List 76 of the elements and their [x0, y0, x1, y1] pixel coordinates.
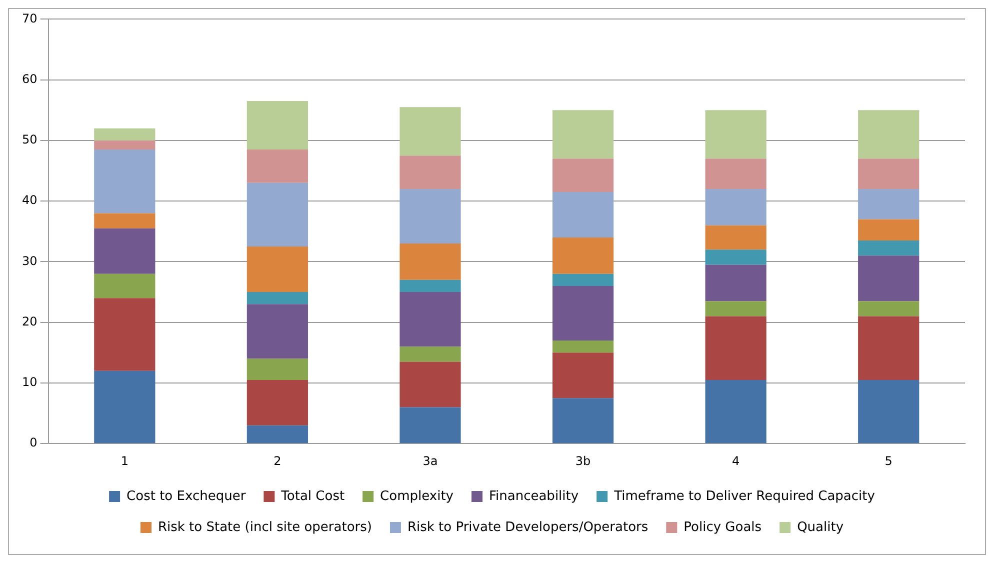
bar: [94, 274, 156, 298]
legend-label: Total Cost: [280, 488, 345, 504]
bar: [94, 370, 156, 444]
bar: [858, 240, 920, 256]
bar: [400, 280, 461, 292]
y-tick-label: 0: [30, 436, 38, 450]
bar: [858, 188, 920, 220]
bar: [246, 380, 308, 426]
bar: [400, 244, 461, 280]
x-tick-label: 3a: [422, 454, 438, 468]
x-tick-label: 5: [884, 454, 892, 468]
bar: [858, 158, 920, 189]
y-tick-label: 40: [22, 193, 38, 208]
bar: [552, 192, 614, 238]
bar: [400, 188, 461, 244]
bar: [552, 398, 614, 444]
bar: [400, 292, 461, 347]
bar: [94, 140, 156, 150]
bar: [705, 380, 766, 444]
bar: [705, 250, 766, 265]
legend-label: Complexity: [380, 488, 454, 504]
bar: [705, 264, 766, 302]
y-tick-label: 30: [22, 254, 38, 268]
legend-label: Policy Goals: [684, 520, 762, 535]
bar: [246, 101, 308, 150]
bar: [858, 301, 920, 316]
legend-label: Quality: [797, 520, 844, 535]
bar: [858, 110, 920, 159]
bar: [705, 158, 766, 189]
bar: [94, 150, 156, 214]
bar: [246, 292, 308, 304]
bar: [400, 156, 461, 189]
bar: [552, 352, 614, 398]
x-tick-label: 4: [732, 454, 740, 468]
bar: [552, 110, 614, 159]
bar: [400, 407, 461, 444]
bar: [400, 107, 461, 156]
bar: [246, 425, 308, 444]
legend-label: Risk to Private Developers/Operators: [407, 520, 648, 535]
bar: [552, 237, 614, 274]
bar: [400, 346, 461, 362]
bar: [552, 158, 614, 192]
legend-label: Risk to State (incl site operators): [158, 520, 372, 535]
bar: [705, 110, 766, 159]
bar: [858, 256, 920, 302]
x-tick-label: 1: [120, 454, 128, 468]
bar: [705, 316, 766, 380]
bar: [552, 286, 614, 341]
legend-label: Timeframe to Deliver Required Capacity: [613, 488, 876, 504]
bar: [94, 128, 156, 140]
x-tick-label: 2: [274, 454, 282, 468]
bar: [705, 301, 766, 316]
bar: [246, 246, 308, 292]
bar: [705, 225, 766, 250]
y-tick-label: 50: [22, 132, 38, 147]
bar: [858, 316, 920, 380]
bar: [858, 219, 920, 240]
y-tick-label: 70: [22, 11, 38, 26]
legend-label: Financeability: [488, 488, 579, 504]
bar: [552, 340, 614, 353]
legend-label: Cost to Exchequer: [126, 488, 246, 504]
bar: [246, 182, 308, 247]
bar: [246, 358, 308, 380]
bar: [246, 150, 308, 183]
bar: [94, 228, 156, 274]
bar: [94, 298, 156, 371]
bar: [94, 213, 156, 228]
bar: [552, 274, 614, 286]
x-tick-label: 3b: [575, 454, 591, 468]
bar: [858, 380, 920, 444]
bar: [246, 304, 308, 359]
y-tick-label: 60: [22, 72, 38, 86]
y-tick-label: 20: [22, 314, 38, 328]
y-tick-label: 10: [22, 375, 38, 390]
bar: [705, 188, 766, 226]
bar: [400, 362, 461, 408]
